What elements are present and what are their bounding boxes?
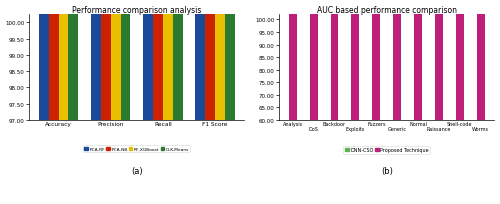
Bar: [215, 0, 225, 120]
Bar: [414, 0, 422, 120]
Legend: PCA-RF, PCA-NB, RF-XGBoost, CLK-Means: PCA-RF, PCA-NB, RF-XGBoost, CLK-Means: [83, 146, 190, 152]
Legend: DNN-CSO, Proposed Technique: DNN-CSO, Proposed Technique: [343, 146, 430, 154]
Bar: [352, 0, 360, 120]
Bar: [172, 0, 182, 120]
Bar: [414, 0, 422, 120]
Text: (a): (a): [131, 167, 142, 176]
Bar: [101, 0, 110, 120]
Bar: [456, 0, 464, 120]
Bar: [91, 0, 101, 120]
Text: (b): (b): [381, 167, 392, 176]
Bar: [352, 0, 360, 120]
Bar: [393, 0, 401, 120]
Bar: [330, 0, 338, 120]
Bar: [48, 0, 58, 120]
Bar: [163, 0, 172, 120]
Bar: [310, 0, 318, 120]
Bar: [393, 0, 401, 120]
Bar: [330, 0, 338, 120]
Bar: [372, 0, 380, 120]
Bar: [195, 0, 205, 120]
Bar: [225, 0, 234, 120]
Bar: [153, 0, 163, 120]
Bar: [205, 0, 215, 120]
Title: Performance comparison analysis: Performance comparison analysis: [72, 6, 202, 14]
Bar: [435, 0, 443, 120]
Bar: [456, 0, 464, 120]
Bar: [143, 0, 153, 120]
Bar: [476, 0, 484, 120]
Bar: [39, 0, 48, 120]
Bar: [58, 0, 68, 120]
Bar: [120, 0, 130, 120]
Title: AUC based performance comparison: AUC based performance comparison: [316, 6, 456, 14]
Bar: [435, 0, 443, 120]
Bar: [476, 0, 484, 120]
Bar: [289, 0, 296, 120]
Bar: [68, 0, 78, 120]
Bar: [372, 0, 380, 120]
Bar: [110, 0, 120, 120]
Bar: [289, 0, 296, 120]
Bar: [310, 0, 318, 120]
